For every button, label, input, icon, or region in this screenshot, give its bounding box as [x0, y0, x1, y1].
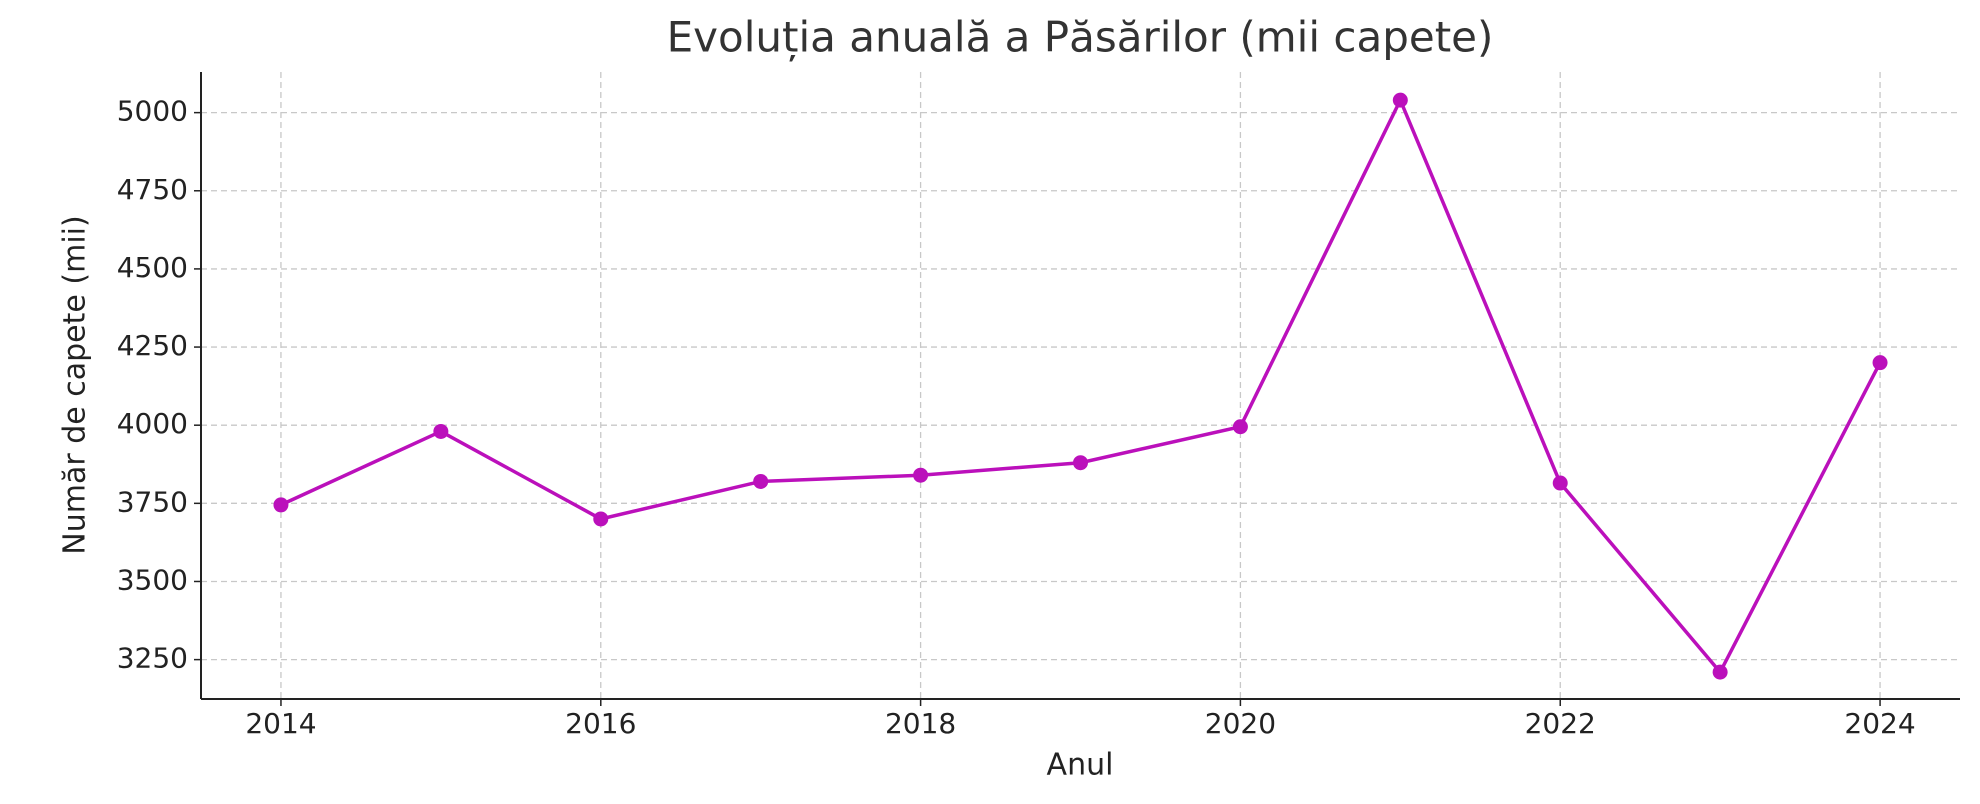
data-point	[593, 511, 609, 527]
y-tick-label: 3250	[117, 642, 188, 675]
y-tick-label: 3750	[117, 485, 188, 518]
y-tick-label: 4250	[117, 329, 188, 362]
data-line	[280, 95, 1882, 676]
data-point	[1232, 419, 1248, 435]
y-tick-label: 4750	[117, 173, 188, 206]
data-point	[1073, 455, 1088, 471]
data-point	[913, 467, 929, 483]
y-tick-label: 4500	[117, 251, 188, 284]
data-point	[1872, 355, 1888, 371]
x-tick-label: 2022	[1525, 707, 1596, 740]
y-axis-label: Număr de capete (mii)	[58, 215, 93, 554]
x-tick-label: 2024	[1844, 707, 1915, 740]
y-tick-label: 3500	[117, 563, 188, 596]
chart-title: Evoluția anuală a Păsărilor (mii capete)	[667, 13, 1494, 62]
x-tick-label: 2018	[885, 707, 956, 740]
data-point	[433, 423, 449, 439]
data-point	[273, 497, 289, 513]
x-tick-label: 2016	[565, 707, 636, 740]
y-tick-label: 5000	[117, 95, 188, 128]
x-tick-label: 2020	[1205, 707, 1276, 740]
data-point	[1712, 664, 1728, 680]
data-point	[753, 473, 769, 489]
y-tick-label: 4000	[117, 407, 188, 440]
x-tick-label: 2014	[245, 707, 316, 740]
data-point	[1392, 92, 1408, 108]
data-point	[1552, 475, 1568, 491]
x-axis-label: Anul	[1047, 748, 1114, 783]
